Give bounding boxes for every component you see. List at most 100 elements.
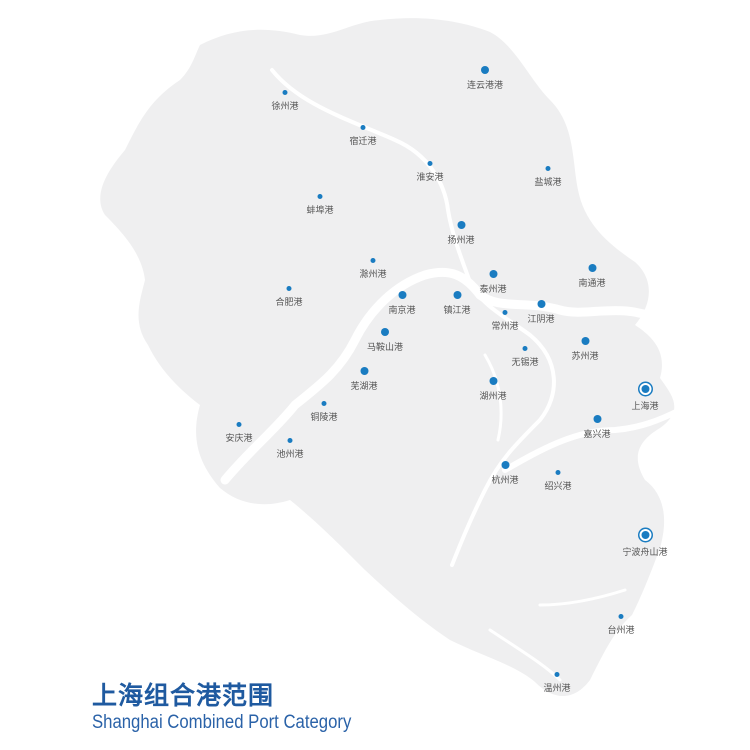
port-label: 泰州港 [479,285,507,295]
port-dot-icon [580,337,589,345]
port-marker[interactable]: 安庆港 [225,422,253,444]
port-label: 台州港 [607,626,635,636]
port-marker[interactable]: 无锡港 [511,346,539,368]
map-title: 上海组合港范围 [92,681,275,710]
port-marker[interactable]: 铜陵港 [310,401,338,423]
port-dot-icon [236,422,242,427]
port-dot-icon [638,529,651,541]
port-dot-icon [545,166,551,171]
port-label: 江阴港 [527,315,555,325]
port-dot-icon [555,470,561,475]
port-dot-icon [522,346,528,351]
port-dot-icon [370,258,376,263]
port-label: 镇江港 [443,306,471,316]
port-label: 扬州港 [447,236,475,246]
port-dot-icon [480,66,489,74]
port-dot-icon [359,367,368,375]
port-marker[interactable]: 嘉兴港 [583,415,611,440]
port-dot-icon [397,291,406,299]
port-marker[interactable]: 徐州港 [271,90,299,112]
port-label: 马鞍山港 [366,343,404,353]
port-dot-icon [587,264,596,272]
port-marker[interactable]: 马鞍山港 [367,328,403,353]
port-label: 温州港 [543,684,571,694]
port-label: 绍兴港 [544,482,572,492]
port-dot-icon [360,125,366,130]
rivers [220,68,683,682]
port-dot-icon [618,614,624,619]
port-label: 徐州港 [271,102,299,112]
port-label: 合肥港 [275,298,303,308]
port-label: 滁州港 [359,270,387,280]
port-marker[interactable]: 南京港 [388,291,416,316]
port-marker[interactable]: 芜湖港 [350,367,378,392]
port-dot-icon [287,438,293,443]
port-marker[interactable]: 台州港 [607,614,635,636]
port-label: 宿迁港 [349,137,377,147]
port-label: 安庆港 [225,434,253,444]
port-marker[interactable]: 宁波舟山港 [622,529,668,558]
port-label: 连云港港 [466,81,504,91]
port-marker[interactable]: 南通港 [578,264,606,289]
port-marker[interactable]: 连云港港 [467,66,503,91]
port-marker[interactable]: 滁州港 [359,258,387,280]
port-marker[interactable]: 池州港 [276,438,304,460]
port-dot-icon [321,401,327,406]
port-label: 蚌埠港 [306,206,334,216]
port-label: 盐城港 [534,178,562,188]
port-marker[interactable]: 镇江港 [443,291,471,316]
port-marker[interactable]: 宿迁港 [349,125,377,147]
port-dot-icon [282,90,288,95]
port-dot-icon [502,310,508,315]
port-dot-icon [286,286,292,291]
port-dot-icon [500,461,509,469]
port-marker[interactable]: 杭州港 [491,461,519,486]
port-marker[interactable]: 蚌埠港 [306,194,334,216]
port-dot-icon [536,300,545,308]
qiantang-river [502,407,683,473]
port-dot-icon [380,328,389,336]
port-dot-icon [554,672,560,677]
port-label: 无锡港 [511,358,539,368]
port-label: 宁波舟山港 [622,548,668,558]
port-dot-icon [592,415,601,423]
port-marker[interactable]: 扬州港 [447,221,475,246]
port-dot-icon [317,194,323,199]
port-dot-icon [638,383,651,395]
port-dot-icon [488,270,497,278]
port-label: 上海港 [631,402,659,412]
port-marker[interactable]: 泰州港 [479,270,507,295]
huangpu-channel [483,353,503,442]
port-dot-icon [456,221,465,229]
port-marker[interactable]: 温州港 [543,672,571,694]
port-marker[interactable]: 合肥港 [275,286,303,308]
port-label: 铜陵港 [310,413,338,423]
port-marker[interactable]: 淮安港 [416,161,444,183]
port-label: 湖州港 [479,392,507,402]
port-label: 苏州港 [571,352,599,362]
port-label: 杭州港 [491,476,519,486]
port-dot-icon [452,291,461,299]
jiao-river [538,588,627,607]
map-subtitle: Shanghai Combined Port Category [92,712,352,733]
port-label: 淮安港 [416,173,444,183]
port-label: 池州港 [276,450,304,460]
port-dot-icon [488,377,497,385]
port-label: 南京港 [388,306,416,316]
port-label: 南通港 [578,279,606,289]
land-area [100,18,675,697]
port-marker[interactable]: 苏州港 [571,337,599,362]
grand-canal [270,68,556,567]
port-marker[interactable]: 上海港 [631,383,659,412]
port-marker[interactable]: 常州港 [491,310,519,332]
port-marker[interactable]: 绍兴港 [544,470,572,492]
port-marker[interactable]: 江阴港 [527,300,555,325]
port-marker[interactable]: 盐城港 [534,166,562,188]
port-marker[interactable]: 湖州港 [479,377,507,402]
port-label: 芜湖港 [350,382,378,392]
port-dot-icon [427,161,433,166]
yangtze-river [220,267,670,485]
port-label: 常州港 [491,322,519,332]
port-label: 嘉兴港 [583,430,611,440]
